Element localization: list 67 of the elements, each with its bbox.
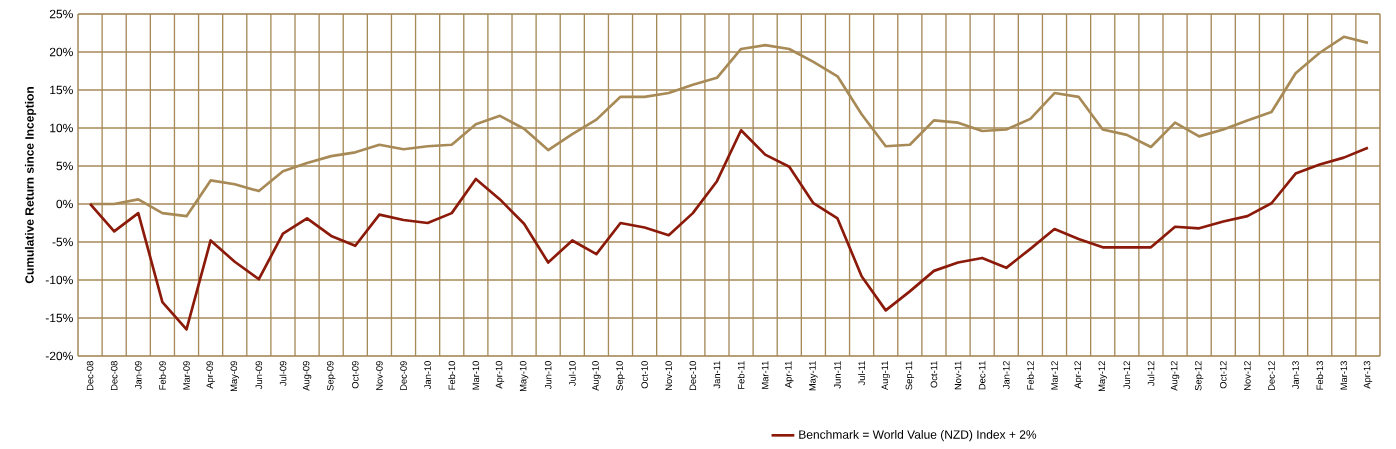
x-tick-label: Apr-09 xyxy=(206,361,215,389)
x-tick-label: Jul-12 xyxy=(1147,361,1155,386)
x-tick-label: Nov-10 xyxy=(665,361,673,391)
x-tick-label: Sep-10 xyxy=(616,361,625,391)
x-tick-label: Dec-10 xyxy=(689,361,697,391)
x-tick-label: Sep-09 xyxy=(326,361,336,391)
x-tick-label: Mar-11 xyxy=(761,361,769,389)
x-tick-label: Mar-09 xyxy=(183,361,190,390)
x-tick-label: May-12 xyxy=(1098,361,1107,392)
y-tick-label: 0% xyxy=(56,199,73,209)
x-tick-label: Mar-13 xyxy=(1340,361,1348,390)
x-tick-label: Jan-09 xyxy=(135,361,142,390)
x-tick-label: May-10 xyxy=(519,361,529,392)
x-tick-label: Dec-08 xyxy=(110,361,118,391)
x-tick-label: Dec-11 xyxy=(978,361,986,390)
x-tick-label: Nov-09 xyxy=(376,361,383,391)
y-axis-title: Cumulative Return since Inception xyxy=(24,87,37,284)
y-tick-label: 25% xyxy=(49,9,73,19)
x-tick-label: Apr-12 xyxy=(1074,361,1083,389)
y-tick-label: 20% xyxy=(49,47,73,57)
x-tick-label: Jul-11 xyxy=(858,361,866,386)
x-tick-label: Apr-10 xyxy=(495,361,505,389)
x-tick-label: Feb-09 xyxy=(158,361,166,390)
x-tick-label: Jul-10 xyxy=(568,361,576,386)
x-tick-label: Oct-11 xyxy=(930,361,938,388)
x-tick-label: Jun-11 xyxy=(834,361,841,389)
x-tick-label: Mar-10 xyxy=(472,361,480,390)
x-tick-label: Aug-09 xyxy=(302,361,312,391)
line-series xyxy=(88,35,1370,218)
x-tick-label: Apr-13 xyxy=(1363,361,1373,389)
x-tick-label: Aug-12 xyxy=(1170,361,1180,391)
x-tick-label: Jan-11 xyxy=(713,361,721,389)
x-tick-label: Nov-12 xyxy=(1244,361,1251,391)
x-tick-label: Jan-12 xyxy=(1002,361,1010,390)
x-tick-label: Aug-10 xyxy=(592,361,601,391)
x-tick-label: Jul-09 xyxy=(279,361,287,386)
x-tick-label: Mar-12 xyxy=(1051,361,1058,390)
x-tick-label: Jun-12 xyxy=(1123,361,1131,390)
y-tick-label: 15% xyxy=(50,85,73,95)
x-tick-label: Feb-11 xyxy=(737,361,745,389)
x-tick-label: Aug-11 xyxy=(881,361,890,391)
x-tick-label: Dec-09 xyxy=(400,361,407,391)
x-tick-label: Dec-12 xyxy=(1268,361,1275,391)
x-tick-label: Jun-09 xyxy=(255,361,263,390)
y-tick-label: -5% xyxy=(52,237,73,247)
x-tick-label: Jan-10 xyxy=(424,361,431,390)
y-tick-label: 5% xyxy=(56,161,73,171)
x-tick-label: Jan-13 xyxy=(1292,361,1299,390)
y-tick-label: -10% xyxy=(45,275,73,285)
x-tick-label: Apr-11 xyxy=(785,361,794,388)
x-tick-label: Dec-08 xyxy=(86,361,94,391)
y-tick-label: -20% xyxy=(45,351,73,361)
legend-label: Benchmark = World Value (NZD) Index + 2% xyxy=(799,429,1037,442)
y-tick-label: -15% xyxy=(45,313,73,323)
x-tick-label: Sep-11 xyxy=(905,361,915,390)
x-tick-label: Sep-12 xyxy=(1194,361,1204,391)
x-tick-label: Nov-11 xyxy=(954,361,962,390)
x-tick-label: May-11 xyxy=(809,361,818,391)
x-tick-label: May-09 xyxy=(230,361,239,392)
x-tick-label: Oct-12 xyxy=(1219,361,1227,389)
x-tick-label: Feb-13 xyxy=(1316,361,1324,390)
y-tick-label: 10% xyxy=(50,123,73,133)
x-tick-label: Oct-09 xyxy=(352,361,359,389)
x-tick-label: Feb-12 xyxy=(1026,361,1034,390)
x-tick-label: Feb-10 xyxy=(448,361,456,390)
x-tick-label: Jun-10 xyxy=(544,361,552,390)
x-tick-label: Oct-10 xyxy=(641,361,648,389)
